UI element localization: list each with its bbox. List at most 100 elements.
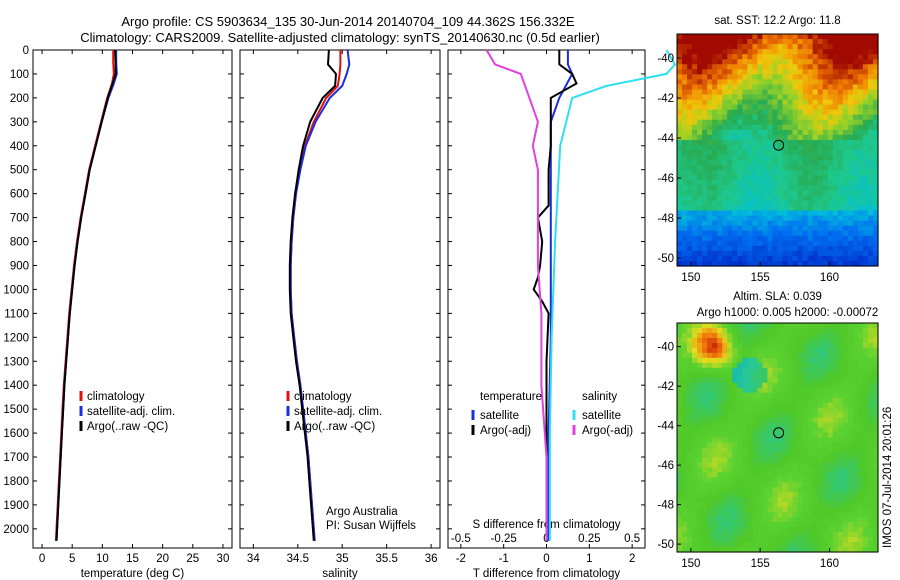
map-cell <box>722 472 728 478</box>
map-cell <box>677 165 683 171</box>
map-cell <box>777 104 784 111</box>
map-cell <box>802 402 809 409</box>
map-cell <box>692 104 698 111</box>
map-cell <box>707 175 713 181</box>
map-cell <box>817 109 824 116</box>
map-cell <box>817 472 824 478</box>
map-cell <box>752 427 759 434</box>
map-cell <box>777 79 784 86</box>
map-cell <box>802 230 809 237</box>
map-cell <box>827 357 834 364</box>
map-cell <box>692 165 698 171</box>
map-cell <box>792 452 799 459</box>
map-cell <box>712 79 718 86</box>
map-cell <box>702 427 708 434</box>
map-cell <box>752 79 759 86</box>
map-cell <box>707 362 713 369</box>
map-cell <box>872 129 879 136</box>
map-cell <box>772 205 779 212</box>
map-cell <box>732 180 738 186</box>
map-cell <box>727 442 733 449</box>
map-cell <box>772 185 779 191</box>
map-cell <box>867 59 874 65</box>
map-cell <box>857 114 864 121</box>
map-cell <box>872 327 879 334</box>
map-cell <box>827 180 834 186</box>
map-cell <box>682 215 688 222</box>
map-cell <box>722 260 728 267</box>
map-cell <box>752 69 759 75</box>
map-cell <box>807 230 814 237</box>
map-cell <box>742 114 748 121</box>
map-cell <box>707 537 713 543</box>
map-cell <box>847 537 854 543</box>
map-cell <box>707 59 713 65</box>
map-cell <box>782 94 789 101</box>
map-cell <box>852 402 859 409</box>
y-tick-label: 600 <box>10 189 29 201</box>
map-cell <box>742 225 748 232</box>
map-cell <box>757 235 764 242</box>
map-cell <box>772 124 779 131</box>
map-cell <box>737 175 743 181</box>
map-cell <box>777 397 784 404</box>
map-cell <box>787 512 794 518</box>
map-cell <box>847 74 854 80</box>
map-cell <box>767 260 774 267</box>
map-cell <box>772 397 779 404</box>
map-cell <box>847 165 854 171</box>
map-cell <box>807 332 814 339</box>
map-cell <box>827 49 834 55</box>
map-cell <box>742 387 748 394</box>
map-cell <box>747 507 753 513</box>
map-cell <box>682 250 688 257</box>
map-cell <box>787 397 794 404</box>
map-cell <box>872 522 879 528</box>
map-cell <box>737 220 743 227</box>
map-cell <box>867 225 874 232</box>
map-cell <box>702 392 708 399</box>
map-cell <box>817 225 824 232</box>
map-cell <box>717 139 723 146</box>
map-cell <box>767 200 774 207</box>
map-cell <box>847 44 854 50</box>
map-cell <box>677 99 683 106</box>
map-cell <box>737 44 743 50</box>
map-cell <box>787 547 794 553</box>
map-cell <box>752 462 759 468</box>
map-cell <box>847 367 854 374</box>
map-cell <box>717 54 723 60</box>
map-cell <box>792 427 799 434</box>
map-cell <box>842 69 849 75</box>
map-cell <box>757 427 764 434</box>
map-cell <box>732 240 738 247</box>
map-cell <box>857 337 864 344</box>
map-cell <box>752 124 759 131</box>
map-cell <box>697 452 703 459</box>
map-cell <box>757 109 764 116</box>
map-cell <box>747 245 753 252</box>
map-cell <box>857 547 864 553</box>
map-cell <box>687 134 693 141</box>
series-line-argoadj <box>532 50 578 541</box>
map-cell <box>712 185 718 191</box>
map-cell <box>747 205 753 212</box>
map-cell <box>817 89 824 96</box>
map-cell <box>792 245 799 252</box>
map-cell <box>737 94 743 101</box>
map-cell <box>812 89 819 96</box>
map-cell <box>722 467 728 473</box>
map-cell <box>727 367 733 374</box>
map-cell <box>687 342 693 349</box>
map-cell <box>692 467 698 473</box>
map-cell <box>872 527 879 533</box>
map-cell <box>687 442 693 449</box>
map-cell <box>857 482 864 488</box>
map-cell <box>827 352 834 359</box>
map-cell <box>692 245 698 252</box>
map-cell <box>857 402 864 409</box>
map-cell <box>707 195 713 202</box>
map-cell <box>722 114 728 121</box>
map-cell <box>872 84 879 91</box>
map-cell <box>712 124 718 131</box>
